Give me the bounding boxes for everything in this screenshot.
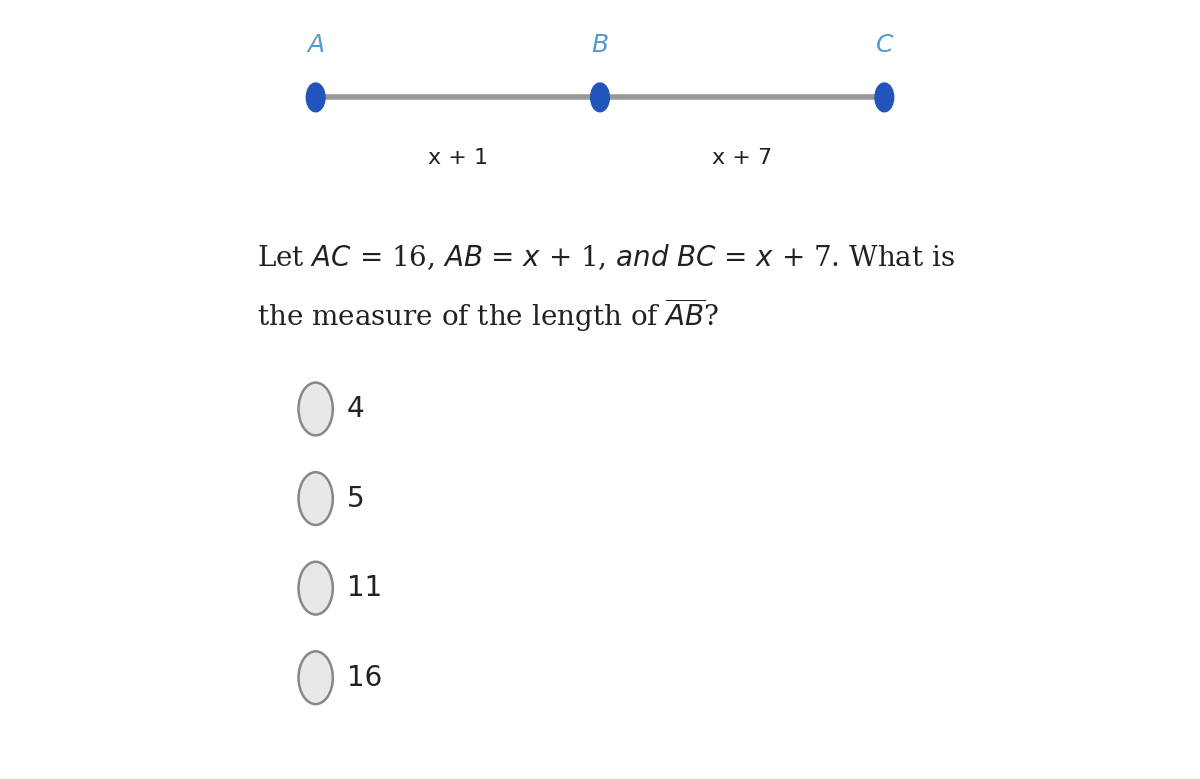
Ellipse shape xyxy=(299,562,332,615)
Text: the measure of the length of $\overline{\mathit{AB}}$?: the measure of the length of $\overline{… xyxy=(257,297,720,334)
Text: 4: 4 xyxy=(347,395,365,423)
Text: B: B xyxy=(592,33,608,57)
Ellipse shape xyxy=(299,651,332,704)
Text: x + 1: x + 1 xyxy=(427,148,488,168)
Text: 16: 16 xyxy=(347,664,382,692)
Text: 11: 11 xyxy=(347,574,382,602)
Ellipse shape xyxy=(306,83,325,111)
Ellipse shape xyxy=(590,83,610,111)
Ellipse shape xyxy=(299,382,332,435)
Text: A: A xyxy=(307,33,324,57)
Ellipse shape xyxy=(299,472,332,525)
Text: 5: 5 xyxy=(347,485,365,513)
Ellipse shape xyxy=(875,83,894,111)
Text: C: C xyxy=(876,33,893,57)
Text: Let $\mathit{AC}$ = 16, $\mathit{AB}$ = $x$ + 1, $\mathit{and}$ $\mathit{BC}$ = : Let $\mathit{AC}$ = 16, $\mathit{AB}$ = … xyxy=(257,242,955,272)
Text: x + 7: x + 7 xyxy=(712,148,773,168)
